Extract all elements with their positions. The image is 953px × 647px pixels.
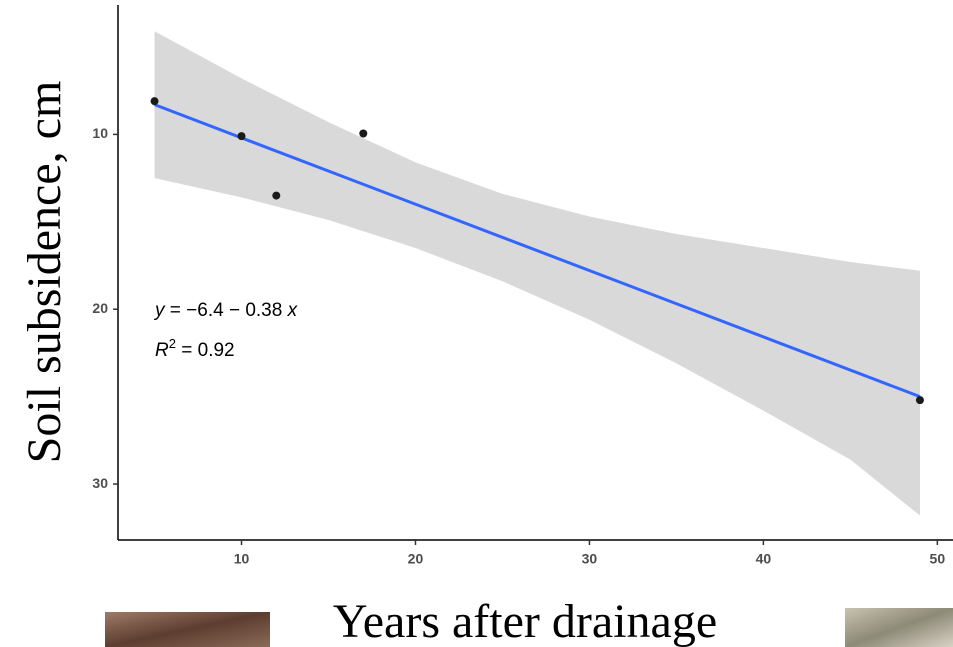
x-tick-label: 30 bbox=[582, 551, 598, 567]
x-tick-label: 10 bbox=[234, 551, 250, 567]
equation-body: = −6.4 − 0.38 bbox=[165, 300, 288, 321]
x-tick-label: 20 bbox=[408, 551, 424, 567]
fit-line bbox=[153, 103, 921, 399]
equation: y = −6.4 − 0.38 x bbox=[153, 300, 299, 321]
confidence-band bbox=[154, 31, 920, 516]
data-point bbox=[150, 97, 159, 106]
y-tick-label: 10 bbox=[92, 125, 108, 141]
data-point bbox=[915, 396, 924, 405]
photo-thumbnail bbox=[845, 608, 953, 647]
photo-thumbnail bbox=[105, 612, 270, 647]
data-point bbox=[359, 129, 368, 138]
equation-y: y bbox=[153, 300, 166, 321]
data-point bbox=[272, 191, 281, 200]
data-point bbox=[237, 132, 246, 141]
y-axis-title: Soil subsidence, cm bbox=[18, 81, 71, 464]
x-tick-label: 50 bbox=[930, 551, 946, 567]
r-squared: R2 = 0.92 bbox=[155, 336, 235, 361]
y-tick-label: 30 bbox=[92, 475, 108, 491]
y-tick-label: 20 bbox=[92, 300, 108, 316]
r-squared-sup: 2 bbox=[169, 336, 176, 351]
r-squared-base: R bbox=[155, 340, 169, 361]
equation-x: x bbox=[287, 300, 299, 321]
x-axis-title: Years after drainage bbox=[333, 595, 717, 647]
x-tick-label: 40 bbox=[756, 551, 772, 567]
r-squared-value: = 0.92 bbox=[176, 340, 235, 361]
